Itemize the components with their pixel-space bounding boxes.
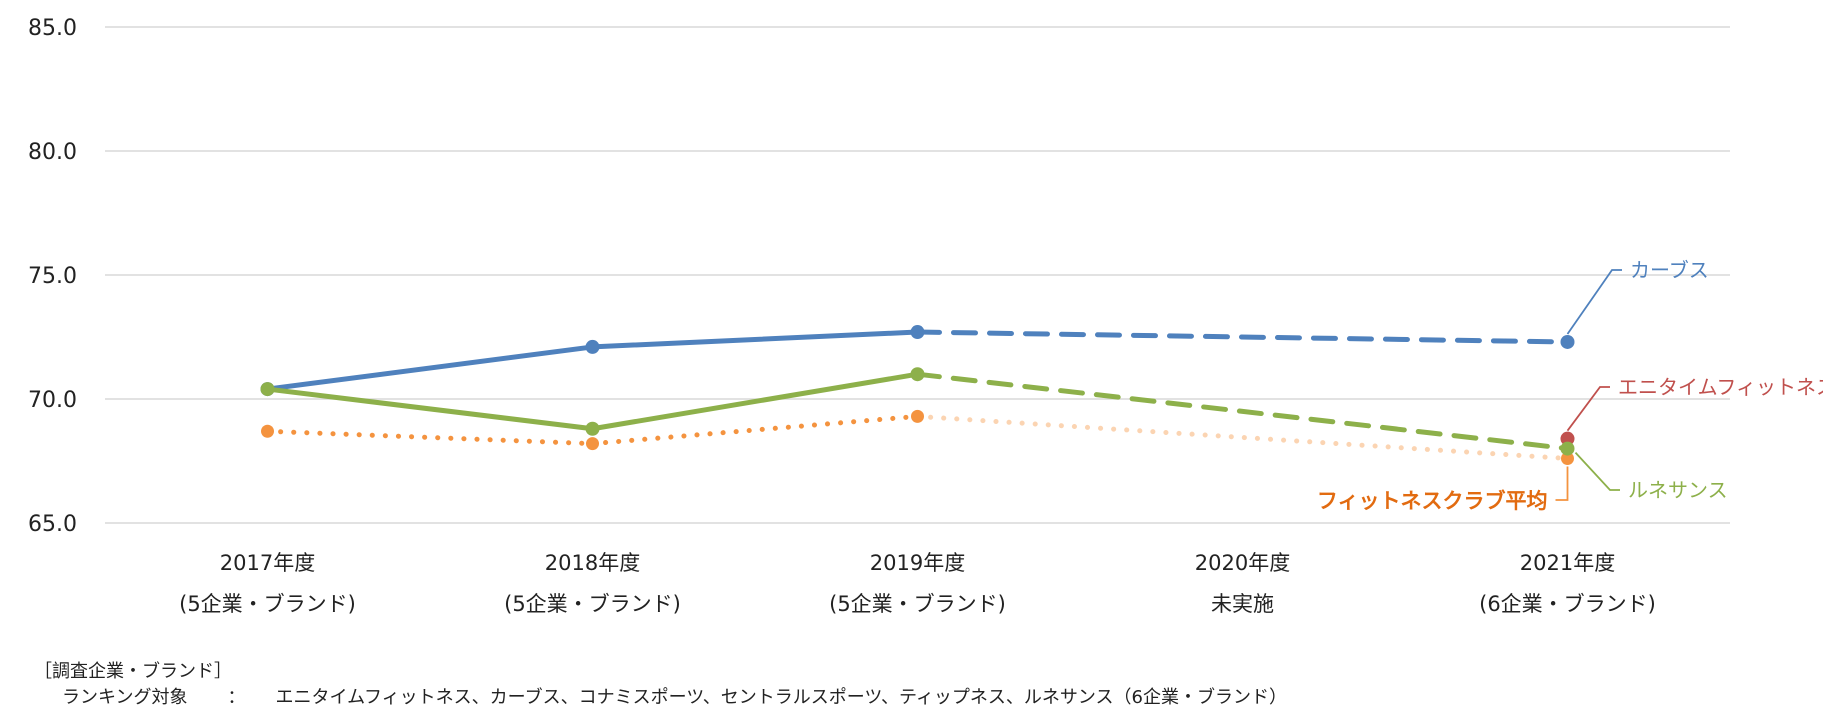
x-tick-sublabel: (5企業・ブランド) (179, 592, 356, 616)
x-tick-label: 2019年度 (870, 551, 965, 575)
y-tick-label: 85.0 (28, 16, 77, 41)
avg-line-segment (915, 413, 1570, 462)
curves-label: カーブス (1630, 258, 1709, 282)
x-tick-label: 2018年度 (545, 551, 640, 575)
footnote-colon: ： (227, 687, 246, 708)
y-tick-label: 80.0 (28, 140, 77, 165)
x-tick-sublabel: 未実施 (1211, 592, 1274, 616)
curves-point (1560, 334, 1575, 349)
anytime-label: エニタイムフィットネス (1618, 375, 1823, 399)
renaissance-line-segment (265, 386, 595, 432)
curves-point (585, 339, 600, 354)
y-tick-label: 70.0 (28, 388, 77, 413)
avg-line-segment (265, 428, 595, 447)
y-tick-label: 65.0 (28, 512, 77, 537)
avg-line-segment (590, 413, 920, 447)
anytime-point (1560, 431, 1575, 446)
anytime-leader (1566, 386, 1610, 432)
curves-line-segment (590, 329, 920, 350)
avg-point (1561, 452, 1574, 466)
footnote-heading: ［調査企業・ブランド］ (34, 661, 232, 682)
line-chart: 85.0 80.0 75.0 70.0 65.0 2017年度 (5企業・ブランド) 2018… (28, 16, 1823, 616)
x-tick-label: 2020年度 (1195, 551, 1290, 575)
curves-line-segment (265, 344, 595, 392)
avg-point (911, 409, 924, 423)
curves-point (910, 325, 925, 340)
x-tick-sublabel: (5企業・ブランド) (504, 592, 681, 616)
renaissance-leader (1574, 451, 1620, 491)
curves-leader (1566, 269, 1622, 335)
x-tick-sublabel: (6企業・ブランド) (1479, 592, 1656, 616)
x-tick-sublabel: (5企業・ブランド) (829, 592, 1006, 616)
x-tick-label: 2017年度 (220, 551, 315, 575)
footnote-label: ランキング対象 (62, 687, 188, 708)
curves-line-segment (915, 329, 1570, 345)
renaissance-point (910, 367, 925, 382)
avg-leader (1555, 466, 1569, 501)
renaissance-line-segment (590, 371, 920, 432)
renaissance-point (585, 421, 600, 436)
renaissance-point (1560, 441, 1575, 456)
avg-point (261, 424, 274, 438)
x-tick-label: 2021年度 (1520, 551, 1615, 575)
renaissance-point (260, 382, 275, 397)
renaissance-line-segment (915, 371, 1570, 452)
avg-label: フィットネスクラブ平均 (1317, 489, 1548, 513)
footnote-list: エニタイムフィットネス、カーブス、コナミスポーツ、セントラルスポーツ、ティップネ… (275, 687, 1287, 708)
renaissance-label: ルネサンス (1628, 478, 1728, 502)
footnote-body: ランキング対象 ： エニタイムフィットネス、カーブス、コナミスポーツ、セントラルスポ… (62, 683, 1287, 709)
avg-point (586, 437, 599, 451)
y-tick-label: 75.0 (28, 264, 77, 289)
